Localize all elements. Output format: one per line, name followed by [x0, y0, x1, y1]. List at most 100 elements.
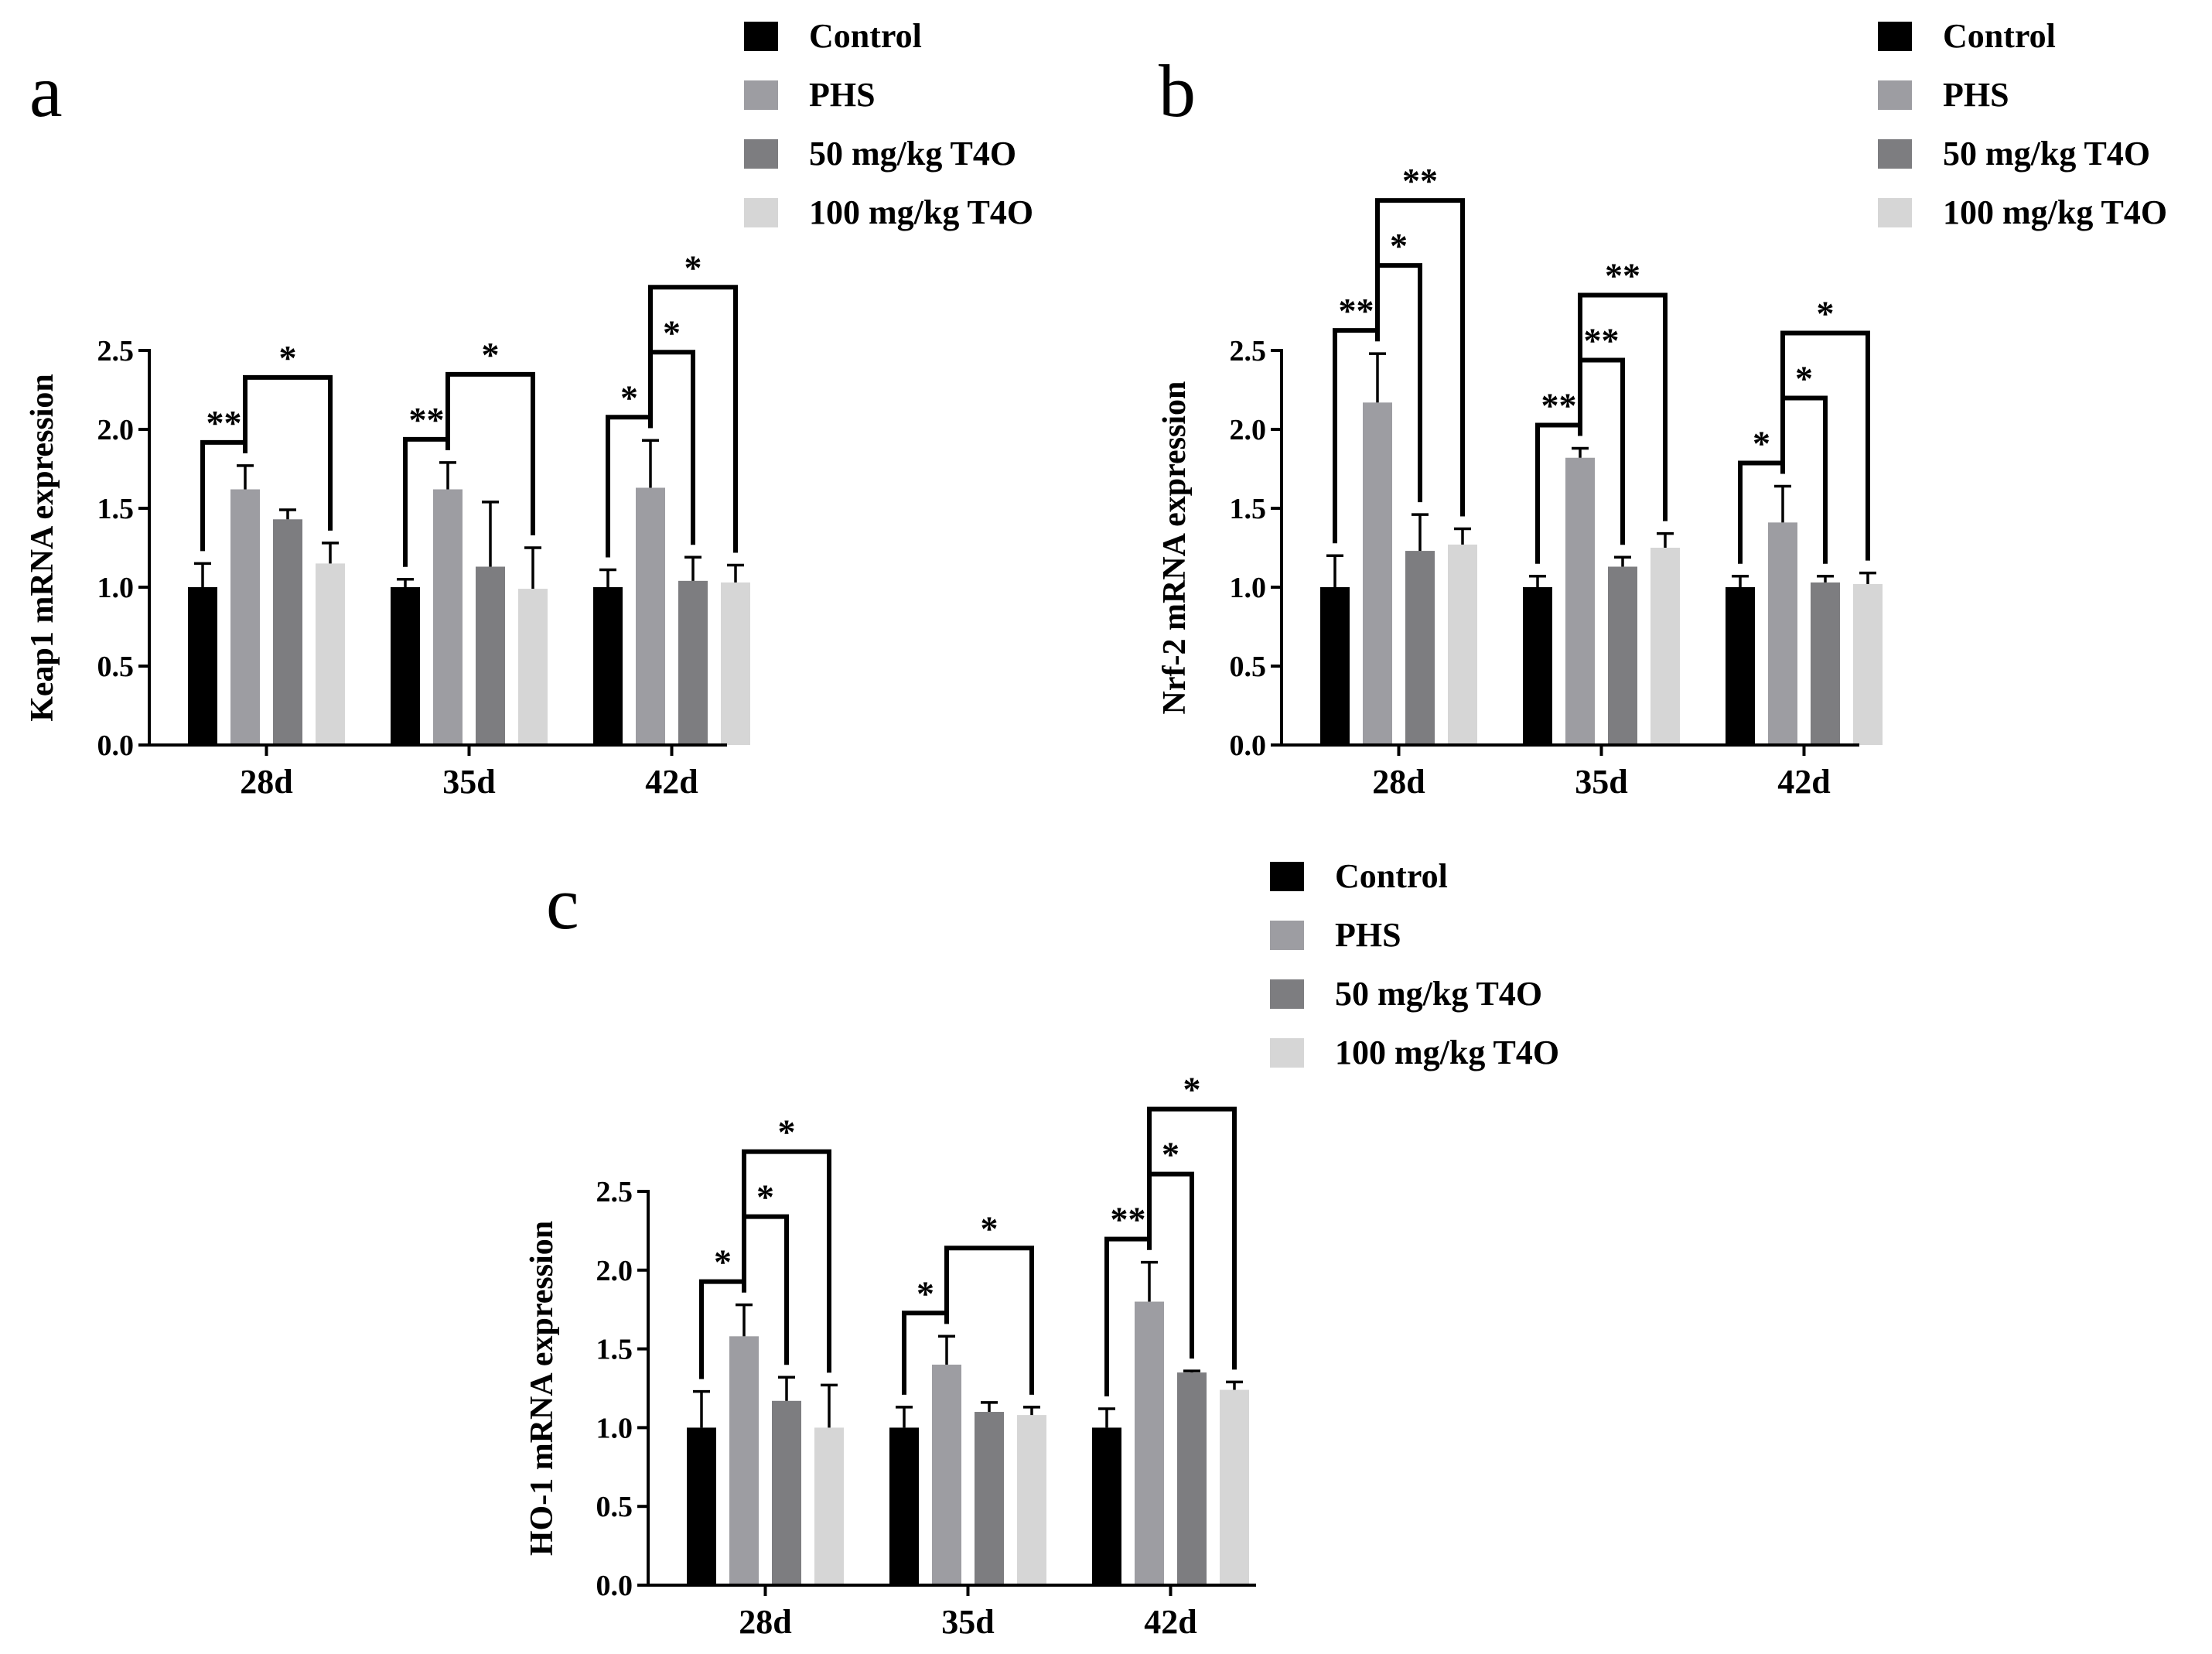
legend-swatch-100-mg-kg-t4o — [1878, 198, 1912, 227]
x-tick-label: 42d — [645, 763, 698, 801]
bar-35d-control — [889, 1427, 919, 1585]
bar-28d-50-mg-kg-t4o — [1405, 551, 1435, 745]
y-tick-label: 1.0 — [1230, 572, 1267, 604]
legend-label: 50 mg/kg T4O — [1943, 135, 2150, 173]
legend-swatch-100-mg-kg-t4o — [744, 198, 778, 227]
significance-label: ** — [1584, 320, 1620, 360]
bar-42d-control — [593, 587, 623, 745]
y-tick-label: 0.0 — [596, 1570, 633, 1602]
x-tick-label: 35d — [442, 763, 495, 801]
significance-label: * — [279, 338, 297, 378]
bar-42d-phs — [1135, 1301, 1164, 1585]
x-tick-label: 42d — [1777, 763, 1830, 801]
x-tick-label: 28d — [1372, 763, 1425, 801]
bar-42d-50-mg-kg-t4o — [1177, 1372, 1207, 1585]
bar-35d-control — [391, 587, 420, 745]
bar-28d-100-mg-kg-t4o — [1448, 544, 1477, 745]
bar-28d-phs — [729, 1336, 759, 1585]
legend-label: Control — [1943, 17, 2056, 55]
bar-35d-50-mg-kg-t4o — [1608, 566, 1637, 745]
y-tick-label: 2.5 — [1230, 335, 1267, 367]
significance-bracket — [1147, 1106, 1237, 1370]
x-tick-label: 35d — [1575, 763, 1627, 801]
bar-35d-100-mg-kg-t4o — [1650, 548, 1680, 745]
significance-label: ** — [409, 400, 445, 439]
bar-42d-control — [1726, 587, 1755, 745]
y-tick-label: 0.0 — [1230, 730, 1267, 762]
legend-label: 50 mg/kg T4O — [1335, 975, 1542, 1013]
x-tick-label: 42d — [1144, 1603, 1196, 1641]
y-tick-label: 0.5 — [97, 651, 135, 683]
panel-letter: a — [29, 50, 63, 132]
significance-label: * — [663, 313, 681, 352]
y-tick-label: 1.5 — [596, 1334, 633, 1366]
x-tick-label: 28d — [240, 763, 292, 801]
legend-swatch-phs — [744, 80, 778, 110]
legend-swatch-control — [1270, 862, 1304, 891]
bar-35d-100-mg-kg-t4o — [518, 589, 548, 745]
significance-label: ** — [1339, 291, 1374, 330]
legend-swatch-phs — [1878, 80, 1912, 110]
y-axis-title: Nrf-2 mRNA expression — [1157, 381, 1193, 715]
chart-panel-a: a Control PHS 50 mg/kg T4O 100 mg/kg T4O 0.0 0… — [25, 17, 1033, 801]
legend-label: 100 mg/kg T4O — [809, 193, 1033, 231]
legend: Control PHS 50 mg/kg T4O 100 mg/kg T4O — [1878, 17, 2167, 231]
bar-35d-phs — [1565, 457, 1595, 745]
legend-swatch-50-mg-kg-t4o — [744, 139, 778, 169]
bar-35d-phs — [433, 489, 463, 745]
y-tick-label: 2.0 — [596, 1255, 633, 1287]
significance-label: * — [1183, 1070, 1201, 1109]
significance-bracket — [243, 374, 333, 531]
bar-28d-100-mg-kg-t4o — [814, 1427, 844, 1585]
significance-bracket — [1375, 198, 1465, 517]
y-tick-label: 2.0 — [1230, 414, 1267, 446]
y-tick-label: 0.0 — [97, 730, 135, 762]
legend: Control PHS 50 mg/kg T4O 100 mg/kg T4O — [744, 17, 1033, 231]
legend-swatch-control — [744, 22, 778, 51]
bar-42d-phs — [1768, 522, 1797, 745]
bar-35d-100-mg-kg-t4o — [1017, 1415, 1046, 1585]
x-tick-label: 35d — [941, 1603, 994, 1641]
y-tick-label: 0.5 — [1230, 651, 1267, 683]
bar-35d-phs — [932, 1364, 961, 1585]
legend-label: PHS — [1943, 76, 2009, 114]
legend-label: 50 mg/kg T4O — [809, 135, 1016, 173]
bar-28d-control — [1320, 587, 1350, 745]
legend-label: Control — [809, 17, 922, 55]
panel-letter: c — [546, 862, 579, 945]
significance-bracket — [1578, 292, 1668, 521]
significance-label: * — [1817, 293, 1835, 333]
significance-label: * — [981, 1208, 998, 1248]
significance-label: * — [1162, 1135, 1179, 1174]
bar-35d-control — [1523, 587, 1552, 745]
significance-label: ** — [1605, 255, 1640, 295]
y-tick-label: 1.0 — [97, 572, 135, 604]
bar-42d-100-mg-kg-t4o — [1220, 1389, 1249, 1585]
bar-28d-50-mg-kg-t4o — [772, 1400, 801, 1585]
chart-panel-b: b Control PHS 50 mg/kg T4O 100 mg/kg T4O 0.0 0… — [1157, 17, 2167, 801]
significance-bracket — [944, 1246, 1034, 1395]
significance-bracket — [648, 285, 738, 553]
significance-label: * — [620, 378, 638, 417]
legend-swatch-100-mg-kg-t4o — [1270, 1038, 1304, 1068]
bar-42d-50-mg-kg-t4o — [678, 580, 708, 745]
significance-bracket — [1780, 330, 1870, 561]
significance-label: * — [756, 1177, 774, 1217]
bar-42d-100-mg-kg-t4o — [1853, 583, 1883, 745]
legend-label: Control — [1335, 857, 1448, 895]
bar-42d-control — [1092, 1427, 1121, 1585]
significance-label: ** — [207, 403, 242, 443]
y-axis-title: Keap1 mRNA expression — [25, 374, 60, 722]
significance-label: ** — [1541, 385, 1577, 425]
significance-label: ** — [1402, 161, 1438, 200]
legend-label: PHS — [809, 76, 876, 114]
bar-42d-50-mg-kg-t4o — [1811, 582, 1840, 745]
legend-swatch-50-mg-kg-t4o — [1270, 979, 1304, 1009]
chart-panel-c: c Control PHS 50 mg/kg T4O 100 mg/kg T4O 0.0 0… — [524, 857, 1559, 1641]
panel-letter: b — [1159, 50, 1196, 132]
y-tick-label: 1.0 — [596, 1412, 633, 1444]
significance-bracket — [742, 1149, 831, 1373]
bar-28d-control — [188, 587, 217, 745]
significance-label: * — [684, 248, 702, 287]
